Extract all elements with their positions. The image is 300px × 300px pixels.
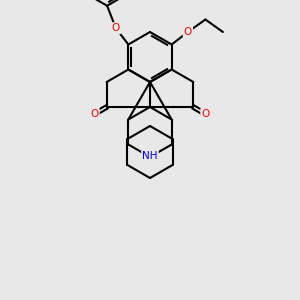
Text: O: O xyxy=(112,23,120,33)
Text: NH: NH xyxy=(142,151,158,161)
Text: O: O xyxy=(201,109,210,119)
Text: O: O xyxy=(184,27,192,37)
Text: O: O xyxy=(90,109,99,119)
